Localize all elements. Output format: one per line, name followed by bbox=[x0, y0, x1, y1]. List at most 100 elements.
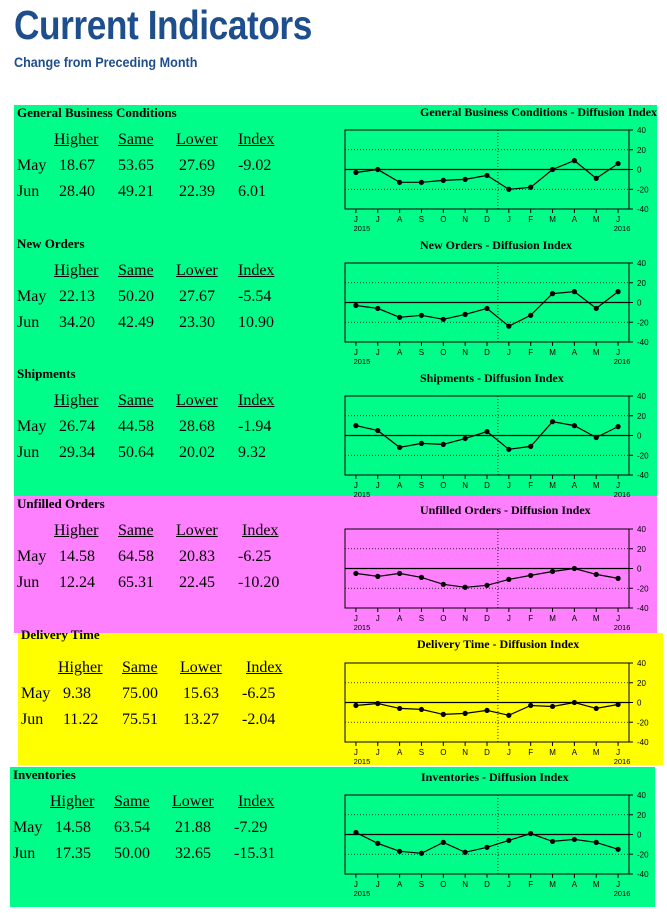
x-tick-label: A bbox=[397, 481, 403, 490]
x-tick-label: A bbox=[572, 880, 578, 889]
cell-same: 50.00 bbox=[114, 845, 150, 862]
x-tick-label: D bbox=[484, 348, 490, 357]
data-point bbox=[418, 706, 425, 713]
x-tick-label: D bbox=[484, 614, 490, 623]
x-tick-label: N bbox=[462, 614, 468, 623]
y-tick-label: 20 bbox=[637, 279, 646, 288]
data-point bbox=[484, 172, 490, 179]
row-month: Jun bbox=[17, 444, 40, 461]
x-tick-label: O bbox=[440, 215, 446, 224]
column-header-lower: Lower bbox=[176, 392, 218, 409]
column-header-lower: Lower bbox=[176, 522, 218, 539]
y-tick-label: 20 bbox=[637, 811, 646, 820]
data-point bbox=[418, 179, 425, 185]
cell-lower: 22.39 bbox=[179, 183, 215, 200]
x-tick-label: F bbox=[528, 614, 533, 623]
column-header-index: Index bbox=[242, 522, 279, 539]
data-point bbox=[375, 700, 381, 707]
cell-higher: 28.40 bbox=[59, 183, 95, 200]
x-tick-label: M bbox=[549, 614, 556, 623]
x-tick-label: F bbox=[528, 748, 533, 757]
y-tick-label: 0 bbox=[637, 299, 642, 308]
column-header-lower: Lower bbox=[176, 131, 218, 148]
data-point bbox=[528, 312, 534, 318]
data-point bbox=[571, 289, 577, 295]
cell-index: -6.25 bbox=[242, 685, 276, 702]
x-tick-label: O bbox=[440, 348, 446, 357]
cell-same: 75.51 bbox=[122, 711, 158, 728]
data-point bbox=[353, 169, 359, 176]
data-point bbox=[462, 584, 468, 590]
year-label: 2016 bbox=[614, 490, 631, 499]
cell-higher: 11.22 bbox=[63, 711, 99, 728]
x-tick-label: N bbox=[462, 481, 468, 490]
row-month: Jun bbox=[17, 574, 40, 591]
page-title: Current Indicators bbox=[14, 2, 312, 48]
data-point bbox=[549, 419, 556, 425]
x-tick-label: J bbox=[507, 481, 511, 490]
data-point bbox=[528, 443, 534, 449]
year-label: 2015 bbox=[354, 490, 371, 499]
data-point bbox=[506, 712, 512, 718]
y-tick-label: 40 bbox=[637, 126, 646, 135]
x-tick-label: A bbox=[572, 614, 578, 623]
x-tick-label: M bbox=[549, 348, 556, 357]
row-month: Jun bbox=[17, 183, 40, 200]
cell-higher: 22.13 bbox=[59, 288, 95, 305]
panel-title: Shipments bbox=[17, 366, 76, 381]
panel-title: Inventories bbox=[13, 767, 76, 782]
column-header-higher: Higher bbox=[54, 131, 99, 148]
cell-higher: 14.58 bbox=[59, 548, 95, 565]
y-tick-label: 0 bbox=[637, 166, 642, 175]
cell-index: -1.94 bbox=[238, 418, 272, 435]
cell-lower: 27.69 bbox=[179, 157, 215, 174]
panel-delivery-time: Delivery Time Higher Same Lower Index May 9.38… bbox=[18, 627, 663, 765]
data-point bbox=[549, 703, 556, 710]
data-point bbox=[506, 446, 512, 452]
cell-same: 50.64 bbox=[118, 444, 154, 461]
column-header-higher: Higher bbox=[54, 262, 99, 279]
data-point bbox=[571, 699, 577, 706]
cell-index: -9.02 bbox=[238, 157, 272, 174]
panel-inventories: Inventories Higher Same Lower Index May 14.58 6… bbox=[10, 767, 655, 907]
column-header-lower: Lower bbox=[172, 793, 214, 810]
page-subtitle: Change from Preceding Month bbox=[14, 54, 198, 70]
data-point bbox=[375, 427, 381, 434]
data-point bbox=[571, 836, 577, 843]
data-point bbox=[462, 849, 468, 855]
x-tick-label: J bbox=[354, 215, 358, 224]
y-tick-label: -40 bbox=[637, 870, 649, 879]
data-point bbox=[484, 582, 490, 588]
x-tick-label: N bbox=[462, 748, 468, 757]
data-point bbox=[397, 705, 403, 712]
cell-lower: 13.27 bbox=[183, 711, 219, 728]
x-tick-label: J bbox=[376, 614, 380, 623]
data-point bbox=[528, 702, 534, 709]
x-tick-label: S bbox=[419, 614, 424, 623]
cell-same: 42.49 bbox=[118, 314, 154, 331]
data-point bbox=[506, 323, 512, 329]
data-point bbox=[375, 305, 381, 312]
x-tick-label: J bbox=[507, 880, 511, 889]
data-point bbox=[353, 570, 359, 577]
cell-index: 9.32 bbox=[238, 444, 266, 461]
cell-higher: 18.67 bbox=[59, 157, 95, 174]
data-point bbox=[375, 573, 381, 579]
data-point bbox=[571, 158, 577, 164]
cell-lower: 20.02 bbox=[179, 444, 215, 461]
x-tick-label: A bbox=[397, 748, 403, 757]
cell-index: -2.04 bbox=[242, 711, 276, 728]
y-tick-label: -40 bbox=[637, 471, 649, 480]
y-tick-label: 20 bbox=[637, 412, 646, 421]
y-tick-label: -40 bbox=[637, 205, 649, 214]
cell-lower: 21.88 bbox=[175, 819, 211, 836]
data-point bbox=[397, 570, 403, 577]
year-label: 2016 bbox=[614, 623, 631, 632]
data-point bbox=[462, 176, 468, 182]
data-point bbox=[615, 289, 621, 295]
data-point bbox=[418, 440, 425, 446]
column-header-higher: Higher bbox=[50, 793, 95, 810]
